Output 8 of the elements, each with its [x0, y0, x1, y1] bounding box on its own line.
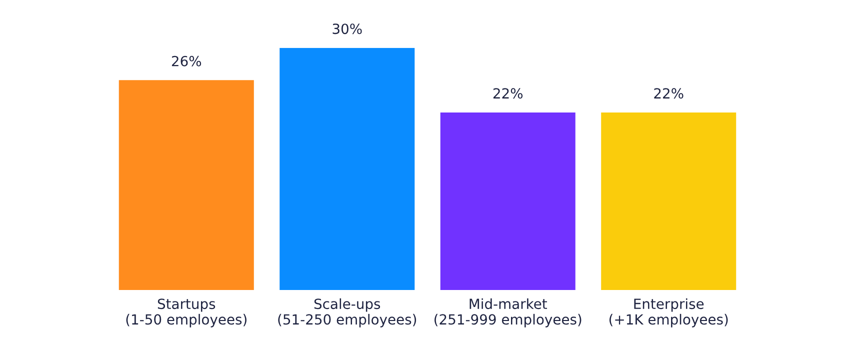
data-label: 30% [332, 24, 362, 34]
x-tick-label: Mid-market (251-999 employees) [434, 298, 582, 328]
data-label: 22% [493, 88, 523, 99]
data-label: 26% [172, 56, 202, 66]
x-tick-label: Enterprise (+1K employees) [609, 298, 728, 328]
data-label: 22% [654, 88, 684, 99]
x-tick-label: Scale-ups (51-250 employees) [278, 298, 416, 328]
x-tick-label: Startups (1-50 employees) [126, 298, 246, 328]
